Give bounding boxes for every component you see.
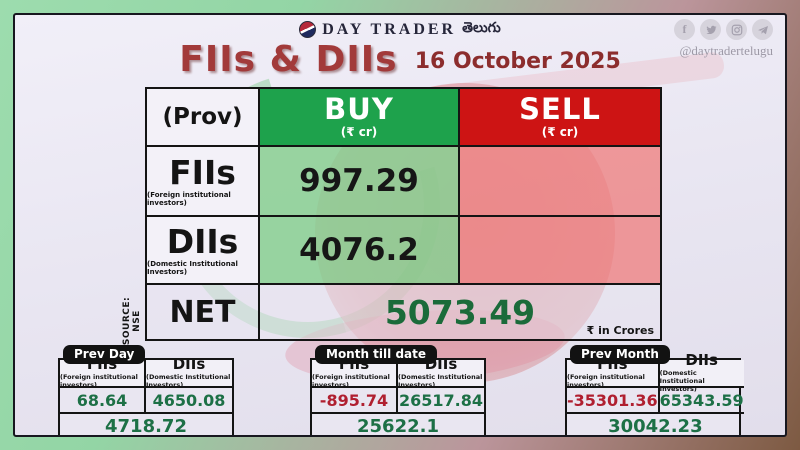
mtd-fii-sublabel: (Foreign institutional investors) <box>312 373 390 389</box>
prev-month-total: 30042.23 <box>608 415 703 437</box>
net-label: NET <box>169 294 236 330</box>
buy-unit: (₹ cr) <box>340 125 378 139</box>
mtd-fii-value: -895.74 <box>319 390 389 410</box>
social-block: f @daytradertelugu <box>674 19 773 59</box>
prev-day-tab: Prev Day <box>63 345 146 364</box>
mtd-dii-value: 26517.84 <box>398 390 483 410</box>
prev-day-fii-value-cell: 68.64 <box>60 388 146 414</box>
prev-day-dii-value-cell: 4650.08 <box>146 388 232 414</box>
sell-label: SELL <box>519 92 601 126</box>
dii-label: DIIs <box>166 221 239 261</box>
prev-day-fii-header: FIIs (Foreign institutional investors) <box>60 357 146 389</box>
prev-day-dii-header: DIIs (Domestic Institutional Investors) <box>146 355 232 389</box>
sell-unit: (₹ cr) <box>541 125 579 139</box>
mtd-dii-value-cell: 26517.84 <box>398 388 484 414</box>
day-trader-logo-icon <box>299 21 317 38</box>
prev-day-fii-sublabel: (Foreign institutional investors) <box>60 373 138 389</box>
month-till-date-tab: Month till date <box>315 345 438 364</box>
prev-month-fii-value-cell: -35301.36 <box>567 388 660 414</box>
mtd-total: 25622.1 <box>357 415 439 437</box>
dii-buy-cell: 4076.2 <box>260 217 460 285</box>
title-date: 16 October 2025 <box>414 49 621 74</box>
page-title-row: FIIs & DIIs 16 October 2025 <box>15 39 785 80</box>
dii-label-cell: DIIs (Domestic Institutional Investors) <box>147 217 260 285</box>
brand-header: DAY TRADER తెలుగు <box>15 20 785 42</box>
prev-month-dii-value: 65343.59 <box>659 390 744 410</box>
prov-label: (Prov) <box>162 104 243 130</box>
main-table: (Prov) BUY (₹ cr) SELL (₹ cr) FIIs (Fore… <box>145 87 662 341</box>
prev-day-total-cell: 4718.72 <box>60 414 232 437</box>
twitter-icon[interactable] <box>700 19 721 40</box>
prev-month-fii-sublabel: (Foreign institutional investors) <box>567 373 645 389</box>
fii-buy-value: 997.29 <box>299 163 419 199</box>
prev-day-dii-sublabel: (Domestic Institutional Investors) <box>146 373 231 389</box>
buy-label: BUY <box>324 92 394 126</box>
dii-sell-cell <box>460 217 660 285</box>
prev-month-fii-value: -35301.36 <box>567 390 658 410</box>
infographic-card: DAY TRADER తెలుగు f @daytradertelugu <box>13 13 787 437</box>
prev-day-total: 4718.72 <box>105 415 187 437</box>
fii-label: FIIs <box>169 152 236 192</box>
prev-month-dii-header: DIIs (Domestic Institutional Investors) <box>659 353 744 393</box>
prev-day-dii-label: DIIs <box>172 355 206 373</box>
prev-month-dii-label: DIIs <box>685 351 718 369</box>
brand-name: DAY TRADER <box>322 20 457 38</box>
prev-month-total-cell: 30042.23 <box>567 414 744 437</box>
telegram-icon[interactable] <box>752 19 773 40</box>
prev-month-dii-value-cell: 65343.59 <box>659 388 744 414</box>
mtd-fii-value-cell: -895.74 <box>312 388 398 414</box>
buy-header-cell: BUY (₹ cr) <box>260 89 460 147</box>
prev-day-dii-value: 4650.08 <box>152 390 226 410</box>
mtd-fii-header: FIIs (Foreign institutional investors) <box>312 357 398 389</box>
brand-name-telugu: తెలుగు <box>462 20 501 36</box>
prov-header-cell: (Prov) <box>147 89 260 147</box>
net-label-cell: NET <box>147 285 260 339</box>
mtd-total-cell: 25622.1 <box>312 414 484 437</box>
fii-sell-cell <box>460 147 660 217</box>
unit-note: ₹ in Crores <box>586 324 654 337</box>
mtd-dii-header: DIIs (Domestic Institutional Investors) <box>398 357 484 389</box>
prev-day-fii-value: 68.64 <box>76 390 128 410</box>
prev-month-table: Prev Month FIIs (Foreign institutional i… <box>565 345 744 437</box>
prev-day-table: Prev Day FIIs (Foreign institutional inv… <box>58 345 234 437</box>
net-value-cell: 5073.49 ₹ in Crores <box>260 285 660 339</box>
prev-month-dii-sublabel: (Domestic Institutional Investors) <box>659 369 705 393</box>
instagram-icon[interactable] <box>726 19 747 40</box>
net-value: 5073.49 <box>384 292 536 332</box>
dii-sublabel: (Domestic Institutional Investors) <box>147 259 238 276</box>
month-till-date-table: Month till date FIIs (Foreign institutio… <box>310 345 486 437</box>
fii-buy-cell: 997.29 <box>260 147 460 217</box>
sell-header-cell: SELL (₹ cr) <box>460 89 660 147</box>
social-handle[interactable]: @daytradertelugu <box>679 43 773 58</box>
prev-month-tab: Prev Month <box>570 345 670 364</box>
fii-sublabel: (Foreign institutional investors) <box>147 190 231 207</box>
prev-month-fii-header: FIIs (Foreign institutional investors) <box>567 357 660 389</box>
facebook-icon[interactable]: f <box>674 19 695 40</box>
page-title: FIIs & DIIs <box>179 39 398 80</box>
mtd-dii-sublabel: (Domestic Institutional Investors) <box>398 373 483 389</box>
fii-label-cell: FIIs (Foreign institutional investors) <box>147 147 260 217</box>
dii-buy-value: 4076.2 <box>299 232 419 268</box>
